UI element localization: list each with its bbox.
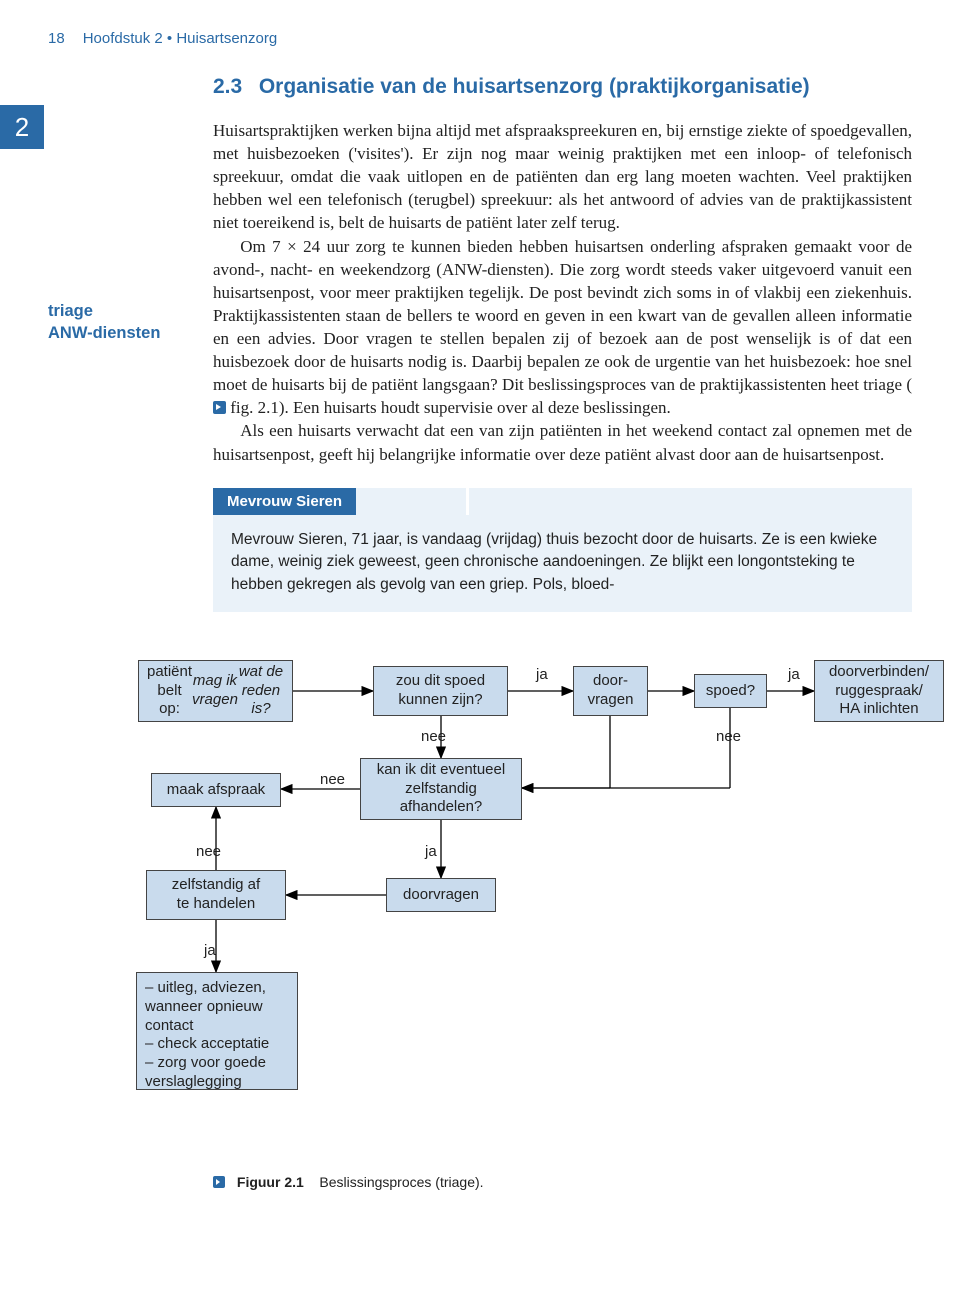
flow-label-l_nee1: nee xyxy=(421,728,446,745)
case-head-spacer xyxy=(356,488,912,515)
case-body: Mevrouw Sieren, 71 jaar, is vandaag (vri… xyxy=(213,515,912,612)
paragraph-1: Huisartspraktijken werken bijna altijd m… xyxy=(213,119,912,235)
body-text: Huisartspraktijken werken bijna altijd m… xyxy=(213,119,912,466)
flow-label-l_ja4: ja xyxy=(204,942,216,959)
flow-label-l_ja1: ja xyxy=(536,666,548,683)
section-title: Organisatie van de huisartsenzorg (prakt… xyxy=(259,75,810,98)
case-box: Mevrouw Sieren Mevrouw Sieren, 71 jaar, … xyxy=(213,488,912,612)
margin-labels: triage ANW-diensten xyxy=(48,300,160,345)
figure-caption-icon xyxy=(213,1176,225,1188)
flow-node-n6: kan ik dit eventueelzelfstandigafhandele… xyxy=(360,758,522,820)
figure-number: Figuur 2.1 xyxy=(237,1174,304,1190)
flow-node-n8: zelfstandig afte handelen xyxy=(146,870,286,920)
case-title: Mevrouw Sieren xyxy=(213,488,356,515)
figure-ref-icon xyxy=(213,401,226,414)
flow-label-l_ja2: ja xyxy=(788,666,800,683)
margin-label-triage: triage xyxy=(48,300,160,322)
flow-node-n4: spoed? xyxy=(694,674,767,708)
page-number: 18 xyxy=(48,30,65,47)
paragraph-2: Om 7 × 24 uur zorg te kunnen bieden hebb… xyxy=(213,235,912,420)
margin-label-anw: ANW-diensten xyxy=(48,322,160,344)
chapter-tab: 2 xyxy=(0,105,44,149)
flow-label-l_nee4: nee xyxy=(196,843,221,860)
flow-label-l_nee2: nee xyxy=(716,728,741,745)
running-head: 18 Hoofdstuk 2 • Huisartsenzorg xyxy=(48,30,912,47)
figure-caption-text: Beslissingsproces (triage). xyxy=(319,1174,483,1190)
chapter-reference: Hoofdstuk 2 • Huisartsenzorg xyxy=(83,30,278,47)
flowchart-triage: patiënt belt op:mag ik vragenwat de rede… xyxy=(98,660,948,1170)
flow-node-n7: maak afspraak xyxy=(151,773,281,807)
flow-node-n10: – uitleg, adviezen, wanneer opnieuw cont… xyxy=(136,972,298,1090)
flow-node-n9: doorvragen xyxy=(386,878,496,912)
flow-node-n3: door-vragen xyxy=(573,666,648,716)
figure-caption: Figuur 2.1 Beslissingsproces (triage). xyxy=(213,1174,912,1190)
section-heading: 2.3 Organisatie van de huisartsenzorg (p… xyxy=(213,75,912,99)
flow-node-n1: patiënt belt op:mag ik vragenwat de rede… xyxy=(138,660,293,722)
flow-node-n2: zou dit spoedkunnen zijn? xyxy=(373,666,508,716)
paragraph-3: Als een huisarts verwacht dat een van zi… xyxy=(213,419,912,465)
flow-label-l_nee3: nee xyxy=(320,771,345,788)
section-number: 2.3 xyxy=(213,75,253,99)
figure-ref: fig. 2.1 xyxy=(230,398,279,417)
flow-label-l_ja3: ja xyxy=(425,843,437,860)
flow-node-n5: doorverbinden/ruggespraak/HA inlichten xyxy=(814,660,944,722)
